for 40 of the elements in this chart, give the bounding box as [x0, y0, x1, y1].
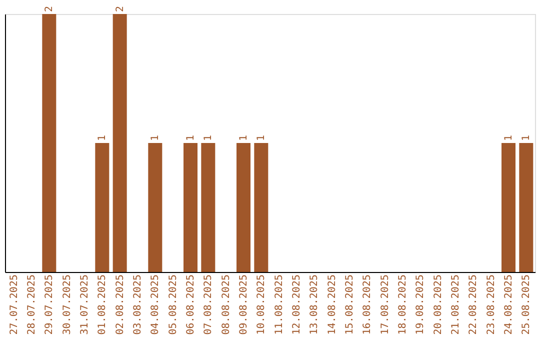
data-label: 2 [44, 6, 56, 12]
x-tick-label: 21.08.2025 [450, 274, 462, 335]
x-tick-label: 20.08.2025 [432, 274, 444, 335]
x-tick-label: 23.08.2025 [486, 274, 497, 335]
x-tick-label: 07.08.2025 [203, 274, 214, 335]
x-tick-label: 09.08.2025 [238, 274, 250, 335]
x-tick-label: 29.07.2025 [44, 274, 56, 335]
x-tick-label: 19.08.2025 [415, 274, 426, 335]
x-tick-label: 16.08.2025 [362, 274, 374, 335]
x-tick-label: 15.08.2025 [344, 274, 356, 335]
data-label: 1 [186, 134, 196, 141]
x-tick-label: 30.07.2025 [62, 274, 73, 335]
x-tick-label: 12.08.2025 [292, 274, 302, 335]
x-tick-label: 05.08.2025 [168, 274, 179, 335]
data-label: 1 [150, 134, 162, 141]
x-tick-label: 28.07.2025 [26, 274, 38, 335]
x-tick-label: 31.07.2025 [80, 274, 90, 335]
x-tick-label: 22.08.2025 [468, 274, 480, 335]
x-tick-label: 18.08.2025 [398, 274, 408, 335]
data-label: 1 [504, 134, 514, 141]
data-label: 1 [203, 134, 214, 141]
x-tick-label: 24.08.2025 [504, 274, 514, 335]
x-tick-label: 25.08.2025 [521, 274, 532, 335]
x-tick-label: 14.08.2025 [326, 274, 338, 335]
x-tick-label: 02.08.2025 [114, 274, 126, 335]
x-tick-label: 08.08.2025 [220, 274, 232, 335]
x-tick-label: 01.08.2025 [97, 274, 108, 335]
x-tick-label: 03.08.2025 [132, 274, 144, 335]
data-label: 1 [238, 134, 250, 141]
x-tick-label: 10.08.2025 [256, 274, 268, 335]
x-tick-label: 27.07.2025 [8, 274, 20, 335]
x-tick-label: 17.08.2025 [380, 274, 391, 335]
x-tick-label: 11.08.2025 [274, 274, 285, 335]
x-tick-label: 06.08.2025 [186, 274, 196, 335]
data-label: 1 [97, 134, 108, 141]
data-label: 1 [521, 134, 532, 141]
x-tick-label: 04.08.2025 [150, 274, 162, 335]
data-label: 2 [114, 6, 126, 12]
data-label: 1 [256, 134, 268, 141]
x-tick-label: 13.08.2025 [309, 274, 320, 335]
